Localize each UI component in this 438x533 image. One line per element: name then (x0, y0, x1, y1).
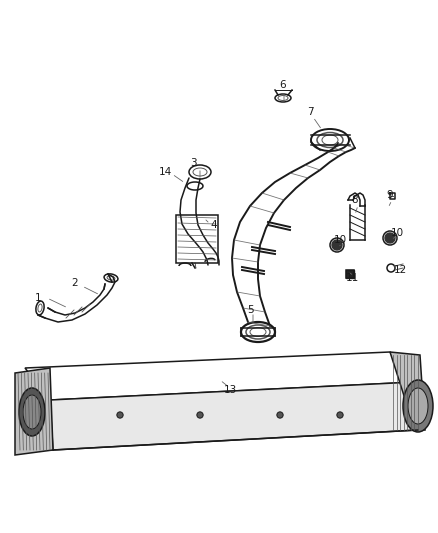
Circle shape (337, 412, 343, 418)
Polygon shape (50, 382, 418, 450)
Text: 1: 1 (35, 293, 41, 303)
Ellipse shape (403, 380, 433, 432)
Circle shape (117, 412, 123, 418)
Circle shape (385, 233, 395, 243)
Ellipse shape (23, 395, 41, 429)
Ellipse shape (19, 388, 45, 436)
Circle shape (197, 412, 203, 418)
Text: 13: 13 (223, 385, 237, 395)
Text: 14: 14 (159, 167, 172, 177)
Text: 7: 7 (307, 107, 313, 117)
Text: 4: 4 (211, 220, 217, 230)
Ellipse shape (408, 388, 428, 424)
Bar (346, 270, 354, 278)
Polygon shape (390, 352, 425, 430)
Bar (176, 215, 218, 263)
Text: 10: 10 (333, 235, 346, 245)
Text: 3: 3 (190, 158, 196, 168)
Text: 12: 12 (393, 265, 406, 275)
Text: 5: 5 (247, 305, 253, 315)
Text: 10: 10 (390, 228, 403, 238)
Circle shape (332, 240, 342, 250)
Text: 6: 6 (280, 80, 286, 90)
Text: 2: 2 (72, 278, 78, 288)
Text: 11: 11 (346, 273, 359, 283)
Bar (346, 270, 354, 278)
Text: 9: 9 (387, 190, 393, 200)
Text: 8: 8 (352, 195, 358, 205)
Polygon shape (15, 368, 53, 455)
Circle shape (277, 412, 283, 418)
